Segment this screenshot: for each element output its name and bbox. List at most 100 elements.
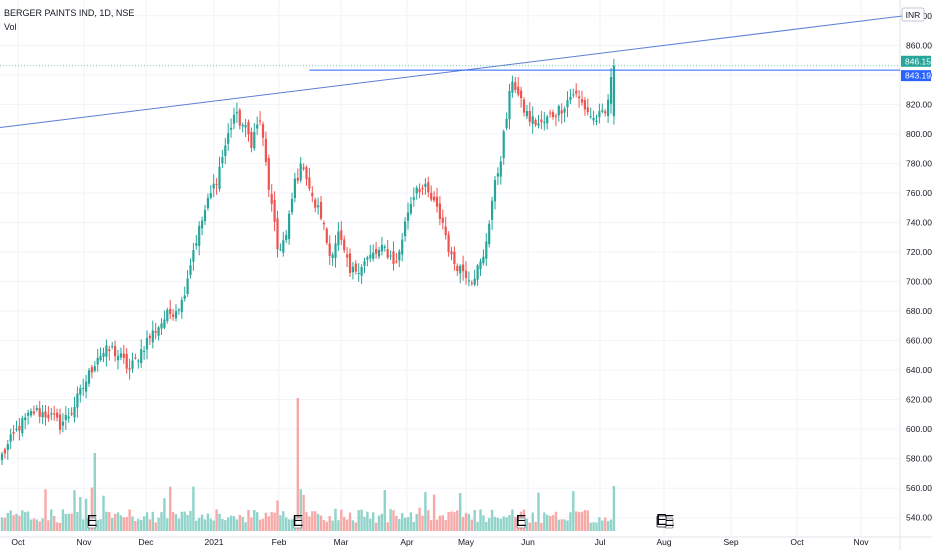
volume-bar (221, 518, 224, 531)
candle-body (151, 330, 154, 343)
candle-body (137, 360, 140, 362)
volume-bar (604, 517, 607, 531)
candle-body (380, 244, 383, 252)
volume-bar (392, 510, 395, 531)
candle-body (180, 299, 183, 313)
candle-body (337, 231, 340, 246)
candle-body (3, 449, 6, 454)
volume-bar (560, 519, 563, 531)
candle-body (340, 230, 343, 240)
upcoming-earnings-marker[interactable]: E (656, 512, 667, 529)
candle-body (473, 278, 476, 285)
volume-bar (551, 515, 555, 531)
volume-bar (598, 517, 601, 531)
volume-bar (125, 516, 128, 531)
volume-bar (261, 518, 265, 531)
volume-bar (142, 516, 146, 531)
candle-body (557, 105, 560, 116)
volume-bar (232, 516, 236, 531)
volume-bar (360, 509, 363, 531)
time-axis[interactable]: Oct Nov Dec 2021 Feb Mar Apr May Jun Jul Aug Sep Oct… (11, 537, 869, 547)
candle-body (73, 407, 76, 418)
candle-body (85, 381, 88, 392)
volume-bar (447, 512, 450, 531)
candle-body (511, 81, 514, 93)
volume-bar (430, 520, 433, 531)
earnings-marker[interactable]: E (87, 513, 98, 530)
volume-bar (287, 519, 291, 531)
candle-body (546, 116, 549, 124)
candle-body (435, 196, 439, 207)
candle-body (406, 212, 410, 221)
symbol-title[interactable]: BERGER PAINTS IND, 1D, NSE (4, 8, 135, 18)
candle-body (377, 249, 381, 257)
volume-bar (467, 514, 471, 531)
volume-bar (441, 515, 444, 531)
volume-bar (406, 517, 410, 531)
volume-bar (470, 519, 473, 531)
price-axis[interactable]: 540.00 560.00 580.00 600.00 620.00 640.00 660.… (906, 11, 932, 523)
candle-body (514, 82, 517, 90)
candle-body (15, 428, 18, 431)
volume-bar (215, 509, 218, 531)
y-tick-label: 680.00 (906, 306, 932, 316)
candle-body (505, 118, 508, 129)
candle-body (476, 265, 479, 280)
candle-body (169, 309, 172, 314)
volume-bar (575, 511, 578, 531)
volume-bar (572, 490, 575, 531)
x-tick-label: Aug (656, 537, 671, 547)
volume-bar (247, 509, 250, 531)
candle-body (221, 157, 224, 164)
earnings-marker[interactable]: E (292, 513, 303, 530)
volume-bar (409, 512, 413, 531)
volume-bar (113, 513, 117, 531)
earnings-marker[interactable]: E (664, 513, 675, 530)
currency-badge[interactable]: INR (901, 7, 925, 22)
earnings-marker[interactable]: E (516, 513, 527, 530)
volume-bar (21, 510, 24, 531)
volume-indicator-label[interactable]: Vol (4, 22, 17, 32)
volume-bar (612, 486, 616, 531)
candle-body (125, 353, 128, 369)
volume-bar (345, 519, 349, 531)
candle-body (61, 421, 64, 426)
volume-bar (325, 521, 328, 531)
candle-body (64, 414, 67, 420)
x-tick-label: Nov (76, 537, 92, 547)
x-tick-label: Sep (723, 537, 738, 547)
volume-bar (282, 511, 285, 531)
candle-body (551, 112, 555, 118)
volume-bar (319, 515, 323, 531)
trendline[interactable] (0, 13, 916, 129)
candle-body (531, 116, 534, 124)
volume-bar (337, 520, 340, 531)
candle-body (488, 223, 491, 245)
volume-bar (32, 518, 36, 531)
earnings-events: E E E EE (87, 512, 675, 530)
candle-body (572, 94, 575, 96)
candle-body (540, 119, 543, 123)
volume-bar (285, 517, 288, 531)
volume-bar (380, 513, 384, 531)
candle-body (319, 201, 323, 219)
candle-body (522, 99, 526, 113)
candle-body (580, 99, 584, 103)
y-tick-label: 660.00 (906, 336, 932, 346)
candle-body (508, 90, 511, 120)
volume-bar (128, 509, 131, 531)
x-tick-label: May (458, 537, 475, 547)
volume-bar (548, 516, 552, 531)
volume-bar (583, 509, 587, 531)
y-tick-label: 760.00 (906, 188, 932, 198)
volume-bar (401, 513, 404, 531)
candle-body (470, 282, 473, 284)
candle-body (322, 222, 325, 225)
candle-body (482, 256, 485, 264)
volume-bar (343, 516, 346, 531)
x-tick-label: Jul (595, 537, 606, 547)
volume-bar (157, 517, 160, 531)
volume-bar (322, 520, 326, 531)
price-tag: 846.15 (901, 55, 931, 67)
